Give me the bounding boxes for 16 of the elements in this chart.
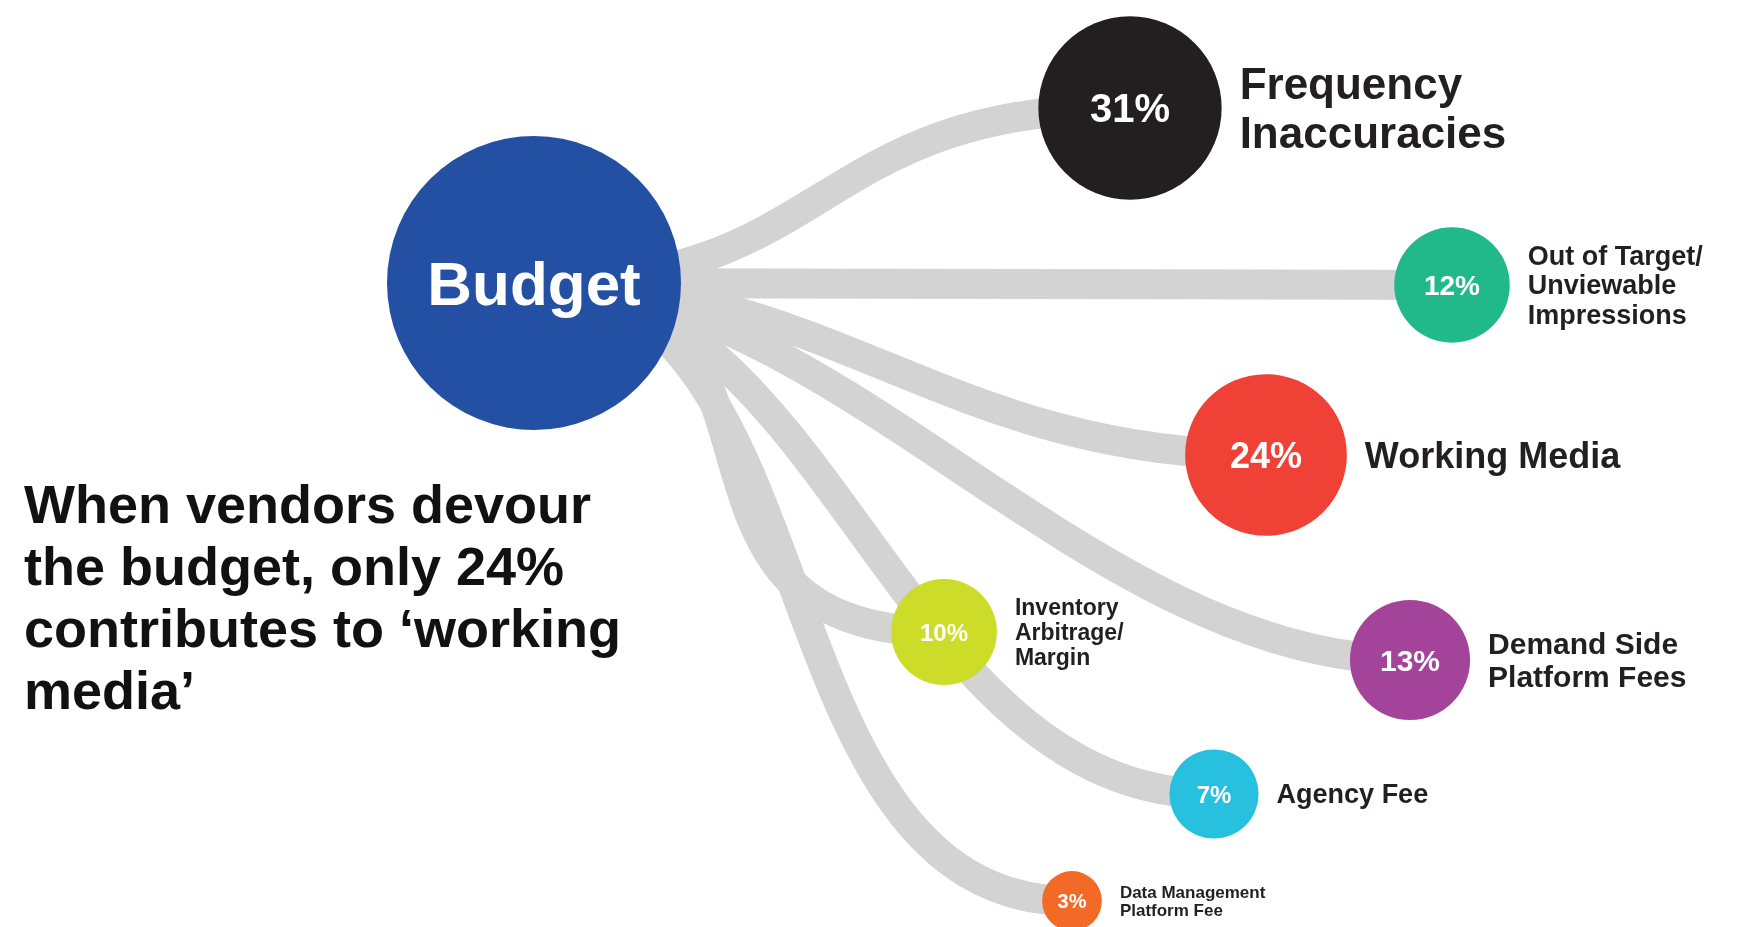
- text: Budget: [427, 249, 641, 318]
- data-label: 13%: [1379, 643, 1441, 677]
- data-label: 7%: [1196, 780, 1232, 808]
- category-label: Frequency Inaccuracies: [1239, 59, 1507, 157]
- category-label: Agency Fee: [1276, 779, 1429, 810]
- data-label: 12%: [1423, 270, 1481, 302]
- category-label: Inventory Arbitrage/ Margin: [1014, 593, 1125, 671]
- category-label: Out of Target/ Unviewable Impressions: [1527, 240, 1704, 331]
- category-label: Data Management Platform Fee: [1119, 882, 1266, 921]
- category-label: Demand Side Platform Fees: [1488, 627, 1687, 693]
- data-label: 3%: [1057, 890, 1087, 913]
- text: When vendors devour the budget, only 24% contributes to ‘working media’: [24, 474, 622, 720]
- data-label: 10%: [919, 618, 969, 646]
- data-label: 31%: [1089, 86, 1171, 131]
- category-label: Working Media: [1364, 434, 1622, 476]
- data-label: 24%: [1229, 434, 1303, 476]
